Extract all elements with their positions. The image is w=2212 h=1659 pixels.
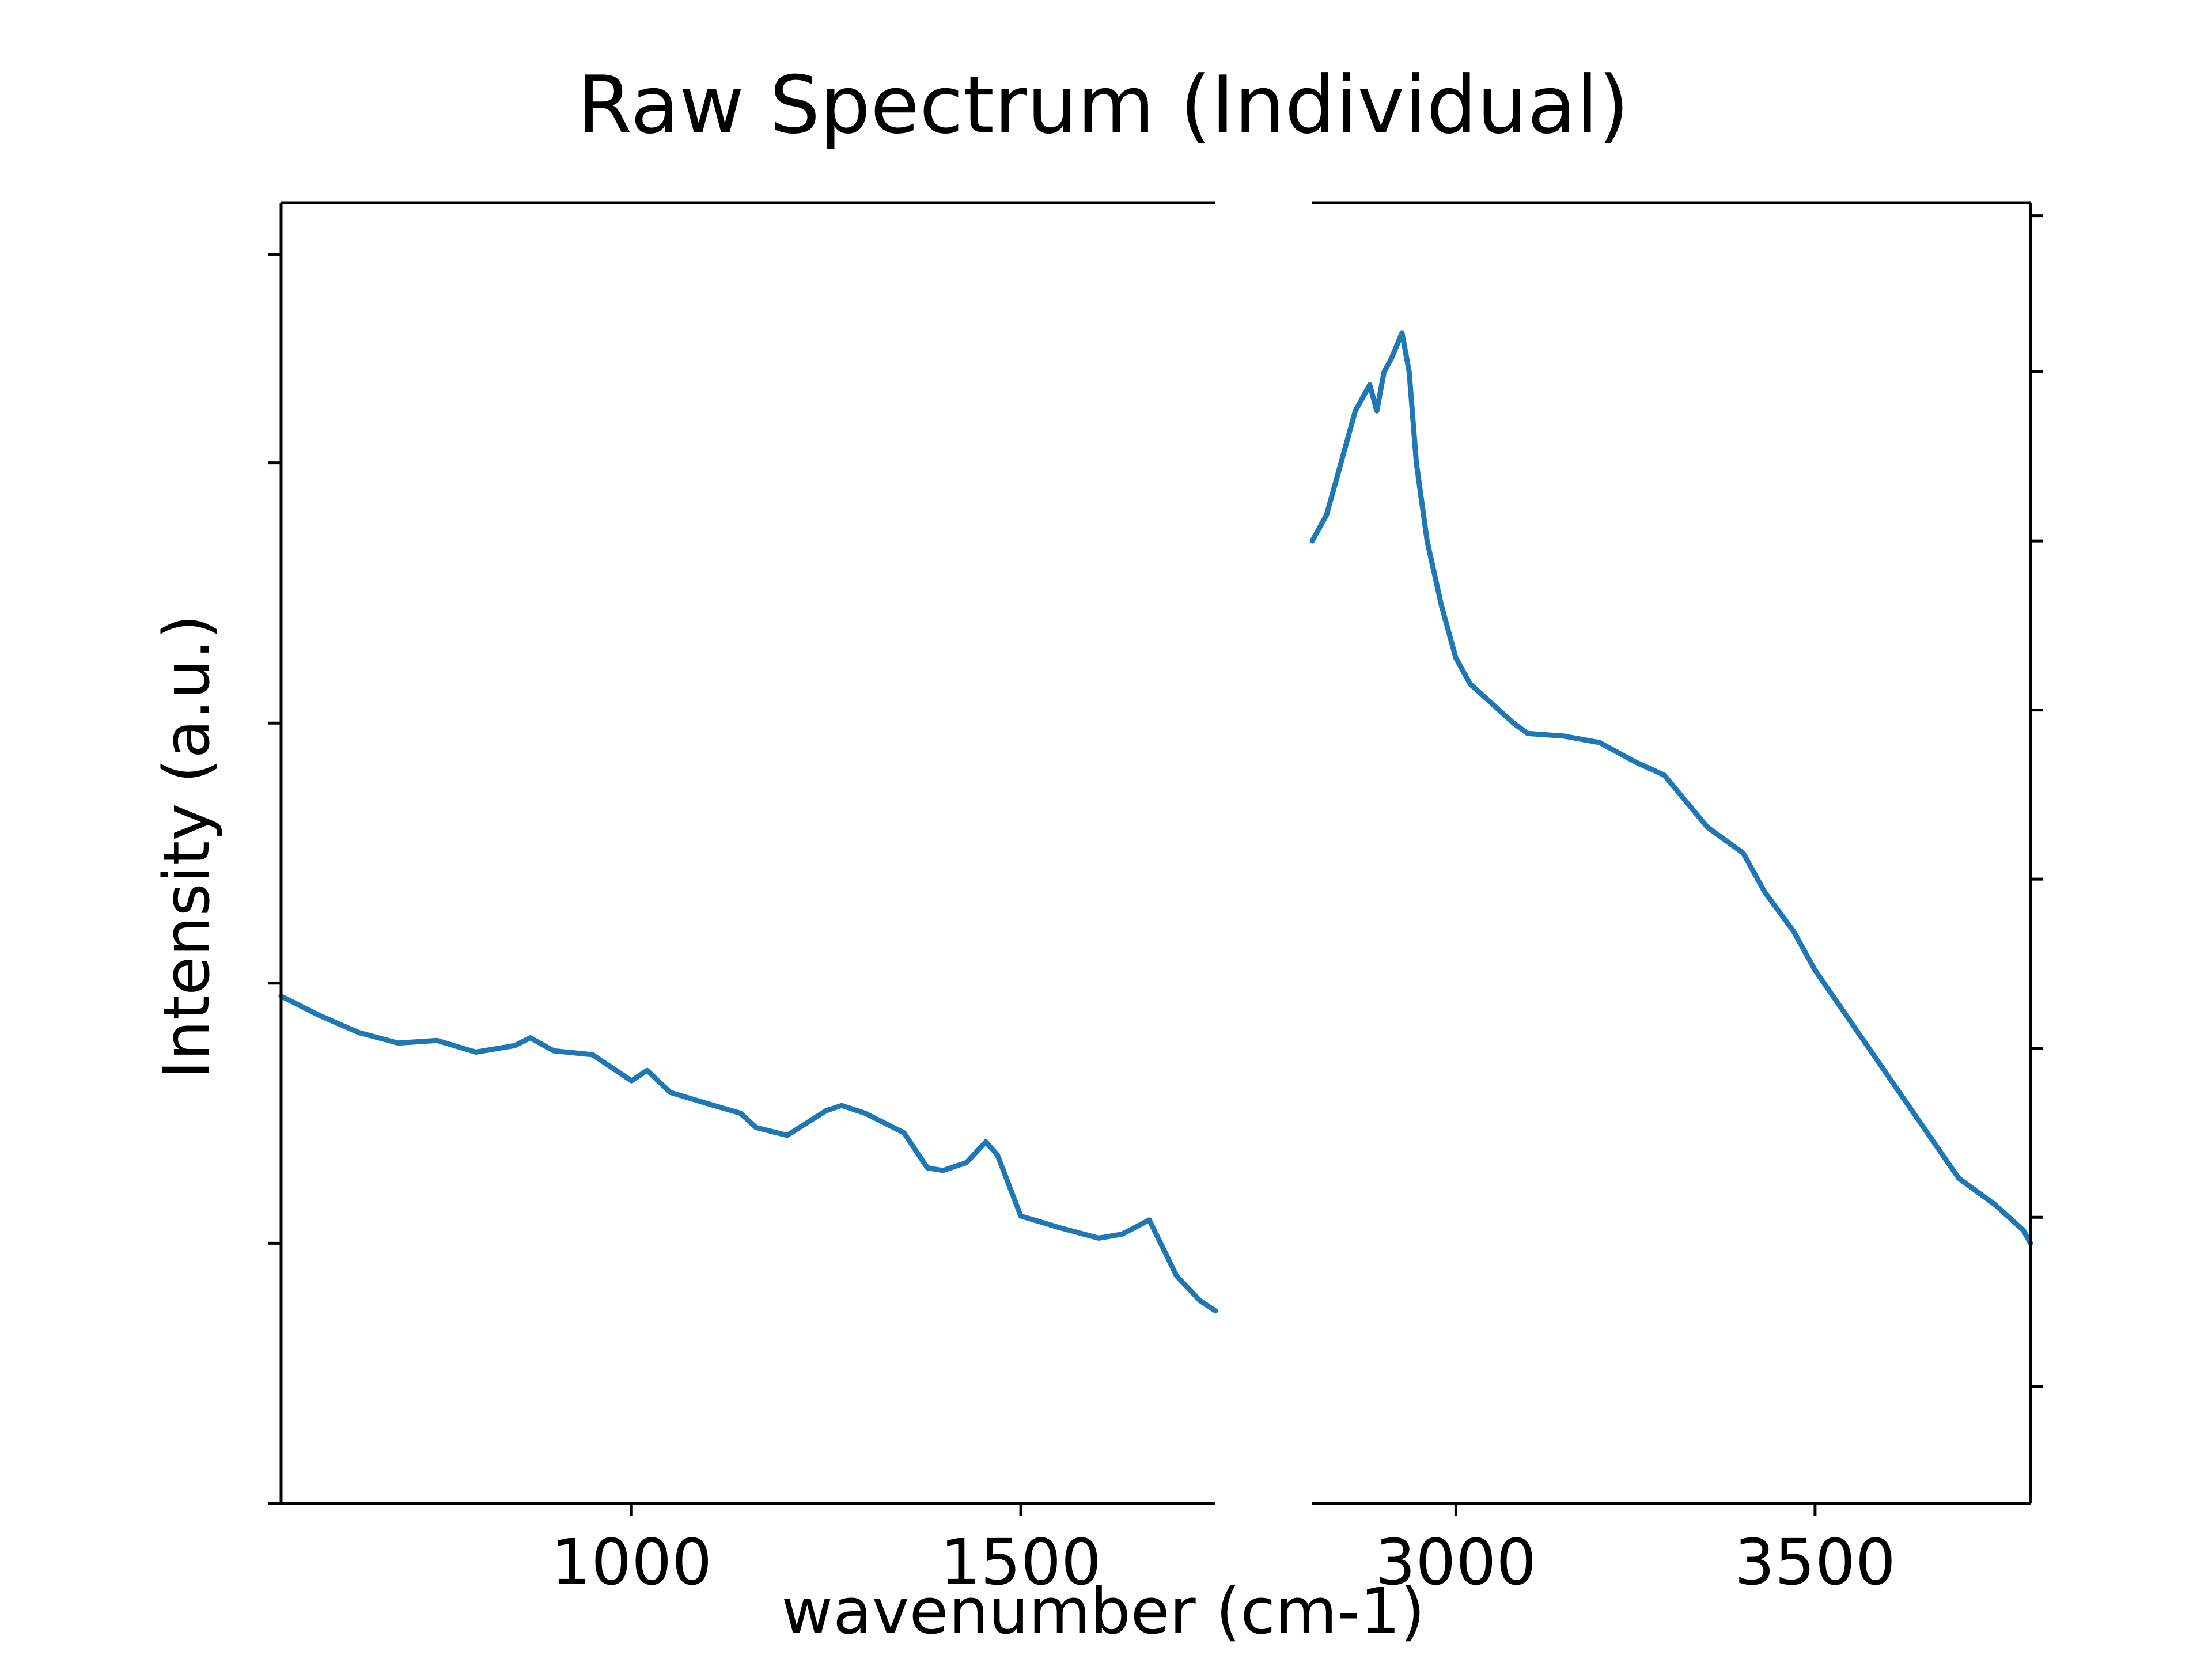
x-tick-label: 3000 xyxy=(1375,1525,1536,1599)
x-tick-label: 1500 xyxy=(940,1525,1101,1599)
series-line-fingerprint-0 xyxy=(278,993,1218,1314)
chart-title: Raw Spectrum (Individual) xyxy=(577,59,1629,151)
plot-panels: 1000 1500 3000 3500 xyxy=(268,201,2043,1599)
series-line-high-wavenumber-0 xyxy=(1309,330,2033,1246)
y-axis-label: Intensity (a.u.) xyxy=(150,615,224,1080)
x-tick-label: 3500 xyxy=(1734,1525,1896,1599)
x-axis-label: wavenumber (cm-1) xyxy=(781,1574,1425,1648)
x-tick-label: 1000 xyxy=(551,1525,712,1599)
panel-high-wavenumber: 3000 3500 xyxy=(1309,201,2043,1599)
panel-fingerprint: 1000 1500 xyxy=(268,201,1218,1599)
